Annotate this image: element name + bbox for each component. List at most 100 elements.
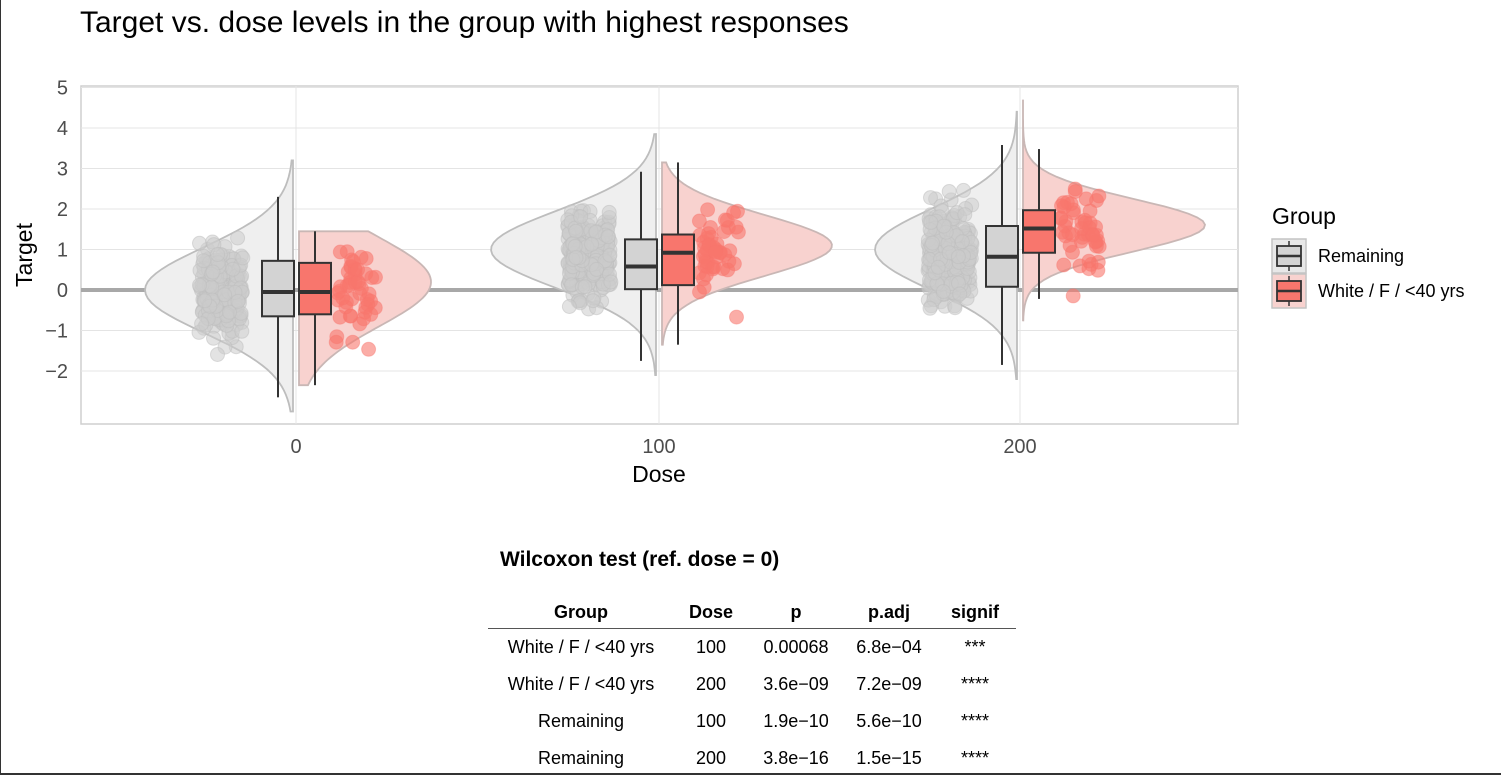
point-remaining bbox=[950, 249, 966, 265]
point-remaining bbox=[204, 279, 220, 295]
boxplot-layer bbox=[261, 145, 1056, 398]
legend-label: White / F / <40 yrs bbox=[1318, 281, 1465, 301]
box-remaining-box bbox=[624, 238, 658, 291]
point-white-f-under40 bbox=[1056, 257, 1072, 273]
wilcoxon-table: Group Dose p p.adj signif White / F / <4… bbox=[488, 596, 1016, 777]
cell-group: Remaining bbox=[537, 711, 625, 731]
point-white-f-under40 bbox=[700, 202, 716, 218]
point-remaining bbox=[573, 209, 589, 225]
point-white-f-under40 bbox=[335, 290, 351, 306]
legend-items: Remaining White / F / <40 yrs bbox=[1271, 238, 1465, 309]
y-tick-label: 2 bbox=[57, 199, 68, 221]
y-tick-label: −1 bbox=[45, 321, 68, 343]
col-header-signif: signif bbox=[934, 596, 1016, 629]
y-tick-label: 4 bbox=[57, 118, 68, 140]
point-white-f-under40 bbox=[345, 334, 361, 350]
point-remaining bbox=[952, 286, 968, 302]
y-tick-label: 1 bbox=[57, 240, 68, 262]
x-tick-label: 100 bbox=[642, 436, 675, 458]
point-white-f-under40 bbox=[361, 341, 377, 357]
y-tick-label: 5 bbox=[57, 78, 68, 100]
point-white-f-under40 bbox=[332, 244, 348, 260]
point-remaining bbox=[600, 229, 616, 245]
cell-p: 3.6e−09 bbox=[763, 674, 829, 694]
point-remaining bbox=[222, 304, 237, 320]
box-white-f-under40-box bbox=[661, 233, 695, 287]
cell-p: 0.00068 bbox=[763, 637, 829, 657]
table-row: Remaining 100 1.9e−10 5.6e−10 **** bbox=[488, 703, 1016, 740]
point-remaining bbox=[235, 250, 251, 266]
point-white-f-under40 bbox=[350, 262, 366, 278]
cell-dose: 100 bbox=[695, 711, 727, 731]
point-remaining bbox=[568, 223, 584, 239]
point-white-f-under40 bbox=[360, 297, 376, 312]
point-white-f-under40 bbox=[353, 249, 369, 265]
x-tick-label: 200 bbox=[1003, 436, 1036, 458]
point-remaining bbox=[930, 259, 946, 275]
point-white-f-under40 bbox=[368, 269, 383, 285]
point-remaining bbox=[568, 250, 584, 266]
legend-label: Remaining bbox=[1318, 246, 1404, 266]
point-white-f-under40 bbox=[1065, 244, 1080, 260]
point-remaining bbox=[923, 190, 938, 206]
point-white-f-under40 bbox=[708, 244, 723, 260]
x-axis-ticks: 0 100 200 bbox=[290, 436, 1036, 458]
cell-dose: 100 bbox=[695, 637, 727, 657]
point-remaining bbox=[192, 235, 207, 251]
point-remaining bbox=[957, 207, 973, 223]
cell-dose: 200 bbox=[695, 748, 727, 768]
cell-signif: **** bbox=[960, 748, 990, 768]
point-remaining bbox=[561, 299, 577, 314]
table-title: Wilcoxon test (ref. dose = 0) bbox=[500, 548, 780, 571]
point-remaining bbox=[602, 247, 618, 263]
point-white-f-under40 bbox=[1065, 288, 1081, 304]
point-remaining bbox=[225, 261, 241, 277]
cell-group: Remaining bbox=[537, 748, 625, 768]
point-white-f-under40 bbox=[696, 271, 711, 287]
cell-p: 3.8e−16 bbox=[763, 748, 829, 768]
jitter-points-layer bbox=[191, 181, 1107, 362]
point-remaining bbox=[205, 264, 221, 280]
point-remaining bbox=[585, 293, 601, 309]
y-tick-label: −2 bbox=[45, 361, 68, 383]
point-white-f-under40 bbox=[726, 256, 742, 272]
legend: Group Remaining White / F / <40 yrs bbox=[1271, 203, 1465, 309]
point-remaining bbox=[192, 277, 207, 293]
point-white-f-under40 bbox=[1067, 184, 1083, 200]
point-white-f-under40 bbox=[1085, 227, 1101, 243]
point-remaining bbox=[210, 347, 225, 362]
point-remaining bbox=[230, 230, 246, 246]
point-remaining bbox=[589, 261, 605, 277]
cell-p: 1.9e−10 bbox=[763, 711, 829, 731]
table-header-row: Group Dose p p.adj signif bbox=[488, 596, 1016, 629]
y-tick-label: 0 bbox=[57, 280, 68, 302]
point-white-f-under40 bbox=[728, 219, 744, 235]
table-row: White / F / <40 yrs 200 3.6e−09 7.2e−09 … bbox=[488, 666, 1016, 703]
point-remaining bbox=[947, 300, 963, 316]
point-remaining bbox=[956, 182, 971, 198]
chart-title: Target vs. dose levels in the group with… bbox=[80, 6, 849, 39]
y-axis-ticks: 5 4 3 2 1 0 −1 −2 bbox=[45, 78, 68, 384]
point-remaining bbox=[206, 330, 221, 346]
col-header-p: p bbox=[748, 596, 844, 629]
point-white-f-under40 bbox=[1091, 188, 1107, 204]
col-header-padj: p.adj bbox=[844, 596, 934, 629]
y-tick-label: 3 bbox=[57, 159, 68, 181]
point-remaining bbox=[210, 247, 226, 262]
table-row: Remaining 200 3.8e−16 1.5e−15 **** bbox=[488, 740, 1016, 777]
point-white-f-under40 bbox=[1054, 198, 1069, 214]
point-remaining bbox=[234, 323, 250, 339]
cell-padj: 6.8e−04 bbox=[856, 637, 922, 657]
point-remaining bbox=[941, 184, 957, 199]
point-remaining bbox=[936, 218, 952, 234]
point-remaining bbox=[935, 284, 951, 299]
cell-signif: **** bbox=[960, 674, 990, 694]
point-remaining bbox=[194, 316, 210, 332]
cell-signif: **** bbox=[960, 711, 990, 731]
box-white-f-under40-box bbox=[298, 261, 332, 316]
point-remaining bbox=[230, 293, 246, 309]
point-white-f-under40 bbox=[328, 334, 344, 350]
cell-group: White / F / <40 yrs bbox=[507, 637, 655, 657]
point-remaining bbox=[577, 279, 593, 295]
